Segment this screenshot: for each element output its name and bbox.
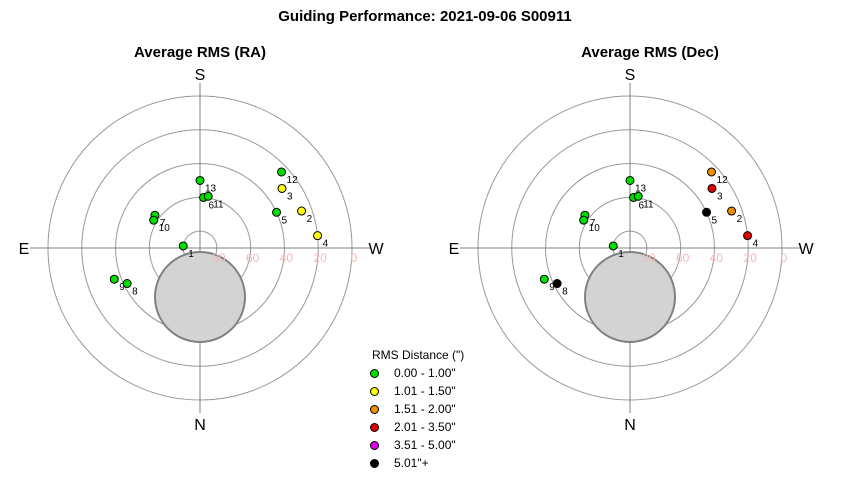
altitude-tick-label: 80 (212, 251, 226, 265)
data-point (313, 231, 323, 241)
legend-label: 1.01 - 1.50" (394, 384, 456, 398)
data-point-label: 2 (737, 214, 743, 225)
data-point-label: 12 (287, 175, 299, 186)
data-point (203, 191, 213, 201)
altitude-tick-label: 40 (280, 251, 294, 265)
legend-item: 3.51 - 5.00" (360, 436, 500, 454)
legend-swatch-2 (370, 404, 379, 414)
data-point-label: 9 (549, 282, 555, 293)
data-point-label: 5 (282, 215, 288, 226)
legend-label: 5.01"+ (394, 456, 429, 470)
data-point (579, 215, 589, 225)
legend-label: 0.00 - 1.00" (394, 366, 456, 380)
legend-swatch-1 (370, 386, 379, 396)
legend-swatch-5 (370, 458, 379, 468)
direction-label-w: W (798, 241, 814, 258)
data-point-label: 9 (119, 282, 125, 293)
data-point-label: 3 (287, 191, 293, 202)
data-point (195, 175, 205, 185)
data-point-label: 2 (307, 214, 313, 225)
data-point (702, 207, 712, 217)
data-point (539, 274, 549, 284)
legend-item: 1.51 - 2.00" (360, 400, 500, 418)
altitude-tick-label: 60 (246, 251, 260, 265)
altitude-tick-label: 0 (781, 251, 788, 265)
data-point (707, 183, 717, 193)
legend-swatch-3 (370, 422, 379, 432)
data-point (707, 167, 717, 177)
data-point (122, 279, 132, 289)
data-point-label: 13 (205, 183, 217, 194)
data-point-label: 7 (160, 218, 166, 229)
data-point-label: 8 (562, 287, 568, 298)
legend-label: 3.51 - 5.00" (394, 438, 456, 452)
altitude-tick-label: 20 (744, 251, 758, 265)
legend-label: 2.01 - 3.50" (394, 420, 456, 434)
data-point (552, 279, 562, 289)
direction-label-s: S (625, 67, 636, 84)
direction-label-n: N (194, 417, 206, 434)
legend-item: 2.01 - 3.50" (360, 418, 500, 436)
legend-item: 1.01 - 1.50" (360, 382, 500, 400)
data-point (743, 231, 753, 241)
data-point (149, 215, 159, 225)
data-point (297, 206, 307, 216)
altitude-tick-label: 0 (351, 251, 358, 265)
altitude-tick-label: 20 (314, 251, 328, 265)
data-point-label: 5 (712, 215, 718, 226)
data-point-label: 6 (209, 200, 215, 211)
direction-label-s: S (195, 67, 206, 84)
rms-legend: RMS Distance (") 0.00 - 1.00" 1.01 - 1.5… (360, 348, 500, 472)
data-point (178, 241, 188, 251)
data-point-label: 4 (323, 239, 329, 250)
data-point-label: 13 (635, 183, 647, 194)
altitude-tick-label: 40 (710, 251, 724, 265)
data-point-label: 6 (639, 200, 645, 211)
direction-label-e: E (19, 241, 30, 258)
ra-plot-title: Average RMS (RA) (134, 44, 266, 61)
data-point-label: 11 (213, 199, 224, 210)
direction-label-e: E (449, 241, 460, 258)
legend-title: RMS Distance (") (372, 348, 465, 362)
data-point (277, 167, 287, 177)
figure-title: Guiding Performance: 2021-09-06 S00911 (278, 8, 572, 25)
data-point-label: 4 (753, 239, 759, 250)
data-point-label: 1 (618, 249, 624, 260)
legend-label: 1.51 - 2.00" (394, 402, 456, 416)
legend-item: 0.00 - 1.00" (360, 364, 500, 382)
dec-plot-title: Average RMS (Dec) (581, 44, 719, 61)
data-point (633, 191, 643, 201)
data-point-label: 7 (590, 218, 596, 229)
legend-item: 5.01"+ (360, 454, 500, 472)
data-point-label: 10 (159, 223, 171, 234)
altitude-tick-label: 60 (676, 251, 690, 265)
altitude-tick-label: 80 (642, 251, 656, 265)
data-point-label: 11 (643, 199, 654, 210)
obstruction-region (154, 251, 246, 343)
data-point (608, 241, 618, 251)
legend-swatch-4 (370, 440, 379, 450)
data-point-label: 3 (717, 191, 723, 202)
data-point (625, 175, 635, 185)
data-point (272, 207, 282, 217)
data-point (109, 274, 119, 284)
data-point-label: 8 (132, 287, 138, 298)
legend-swatch-0 (370, 368, 379, 378)
obstruction-region (584, 251, 676, 343)
data-point-label: 1 (188, 249, 194, 260)
data-point (277, 183, 287, 193)
data-point (727, 206, 737, 216)
direction-label-w: W (368, 241, 384, 258)
direction-label-n: N (624, 417, 636, 434)
data-point-label: 10 (589, 223, 601, 234)
data-point-label: 12 (717, 175, 729, 186)
